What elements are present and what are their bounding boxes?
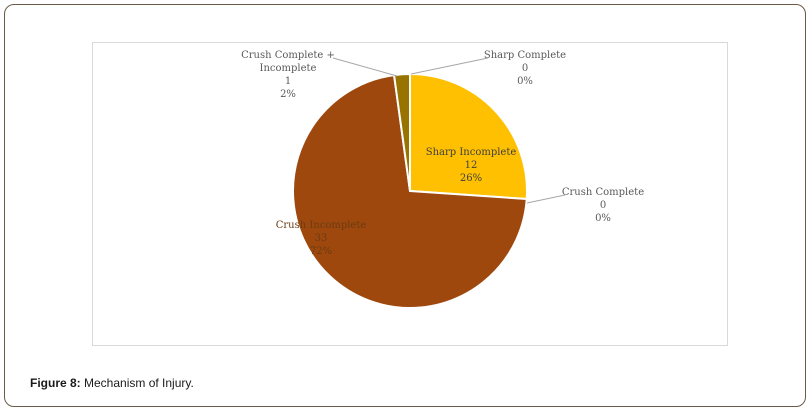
data-label: Crush Complete + Incomplete 1 2% [241, 50, 335, 100]
leader-line [526, 194, 566, 204]
chart-area: Sharp Complete 0 0% Sharp Incomplete 12 26% Cr… [92, 42, 728, 346]
data-label: Crush Complete 0 0% [562, 187, 644, 224]
leader-line [332, 57, 398, 77]
pie-slice-sharp-incomplete [409, 72, 528, 201]
pie-chart: Sharp Complete 0 0% Sharp Incomplete 12 26% Cr… [241, 50, 644, 309]
leader-line [410, 57, 489, 75]
figure-caption: Figure 8: Mechanism of Injury. [30, 376, 194, 390]
data-label: Crush Incomplete 33 72% [276, 220, 367, 257]
figure-frame: Sharp Complete 0 0% Sharp Incomplete 12 26% Cr… [4, 4, 806, 407]
pie-slice-crush-incomplete [292, 73, 528, 309]
caption-prefix: Figure 8: [30, 376, 81, 390]
caption-text: Mechanism of Injury. [80, 376, 194, 390]
data-label: Sharp Incomplete 12 26% [426, 147, 517, 184]
data-label: Sharp Complete 0 0% [484, 50, 566, 87]
